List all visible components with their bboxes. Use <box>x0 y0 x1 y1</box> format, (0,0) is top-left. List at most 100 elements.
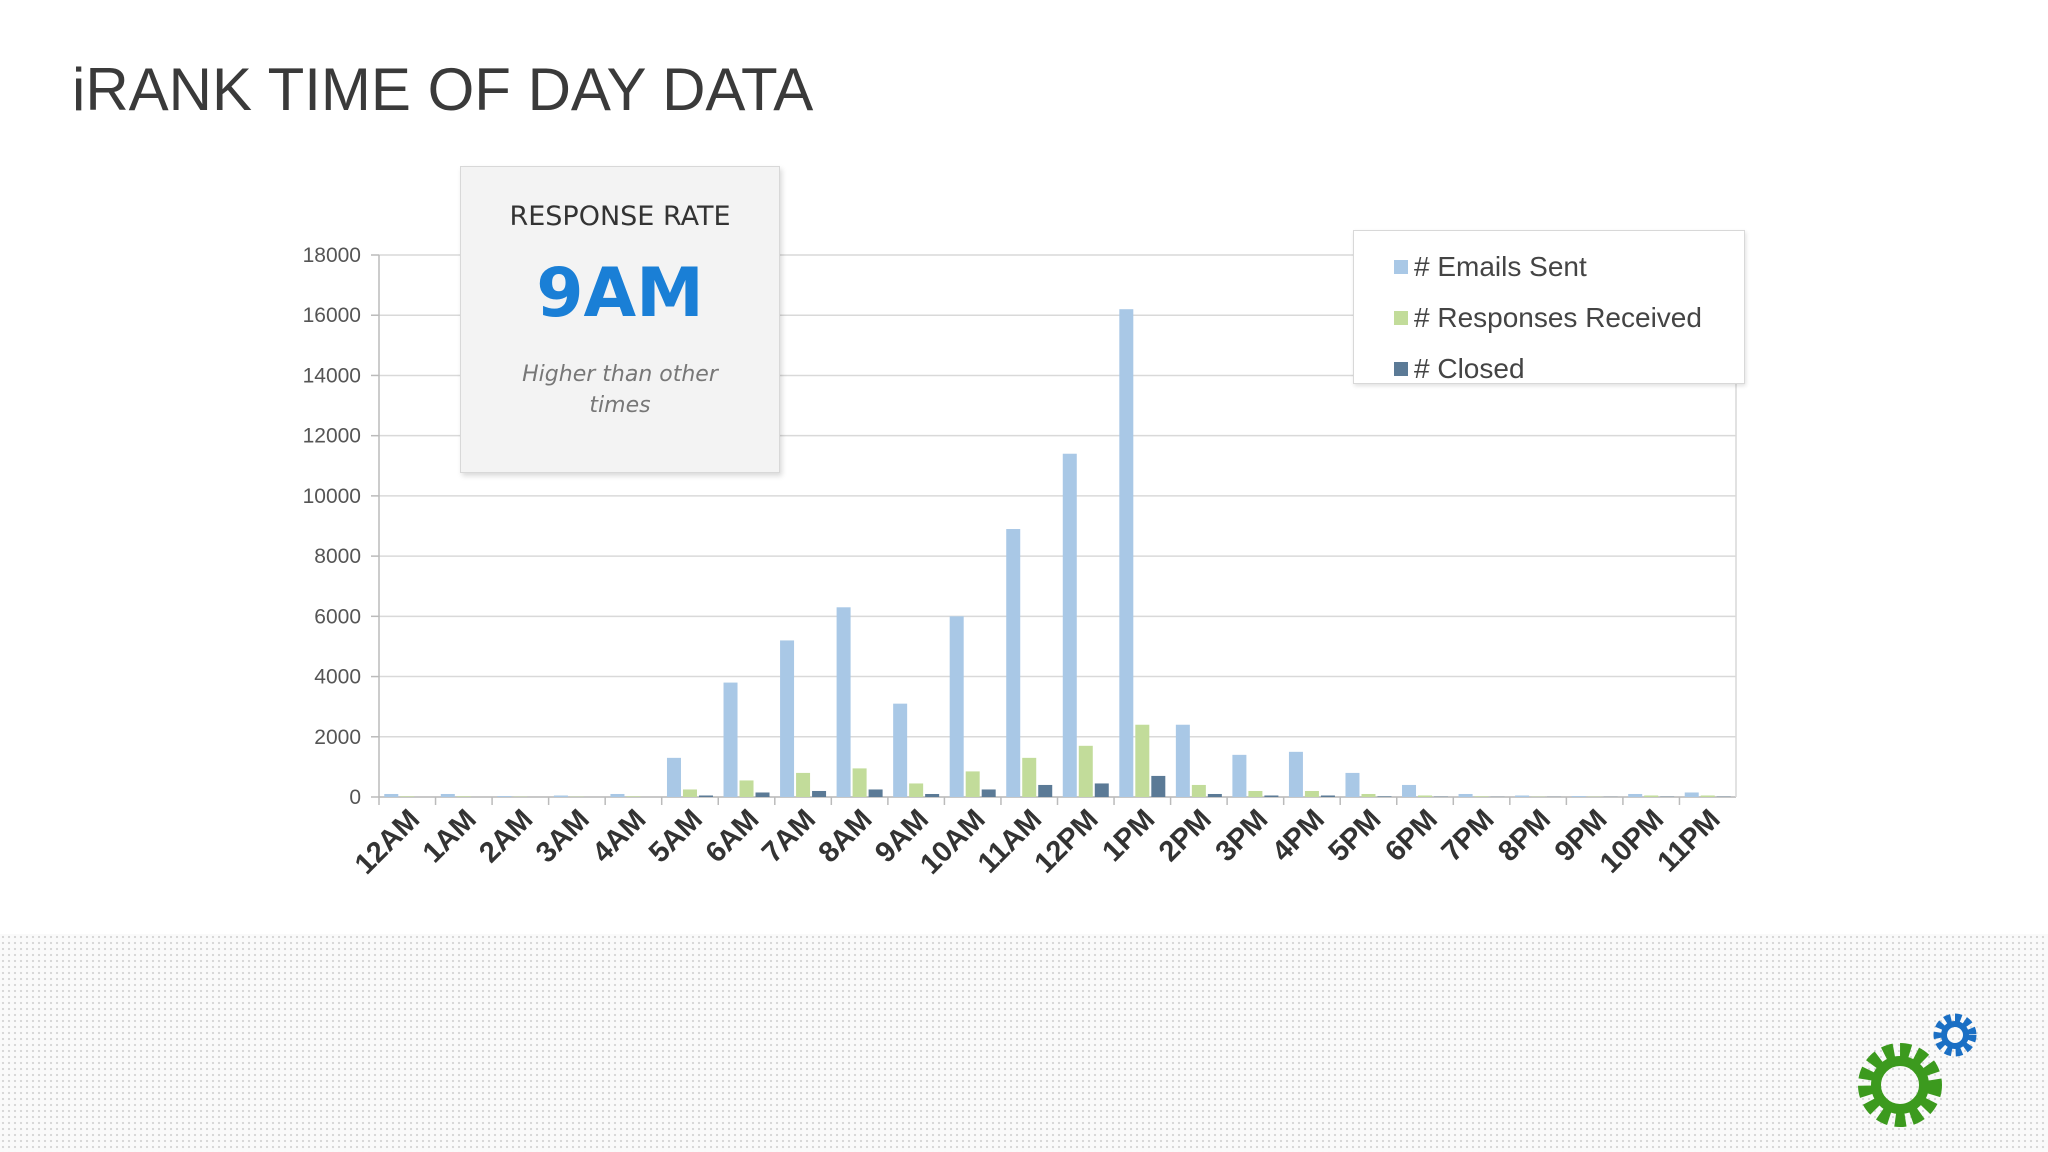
bar <box>1474 796 1489 797</box>
bar <box>893 703 908 797</box>
bar <box>812 790 827 797</box>
x-tick-label: 5AM <box>643 803 709 869</box>
bar <box>1458 793 1473 797</box>
bar <box>1402 784 1417 797</box>
x-tick-label: 12AM <box>349 803 426 880</box>
bar <box>965 771 980 797</box>
y-tick-label: 4000 <box>314 666 361 689</box>
x-tick-label: 11AM <box>972 803 1048 879</box>
bar <box>1022 757 1037 797</box>
bar <box>1078 745 1093 797</box>
bar <box>1232 754 1247 797</box>
bar <box>1320 795 1335 797</box>
bar <box>1684 792 1699 797</box>
logo <box>1858 1013 1977 1127</box>
legend-entry: # Emails Sent <box>1354 241 1744 292</box>
y-tick-label: 6000 <box>314 605 361 628</box>
legend-label: # Emails Sent <box>1414 250 1587 282</box>
bar <box>852 768 867 797</box>
y-tick-label: 2000 <box>314 726 361 749</box>
bar <box>1418 795 1433 797</box>
bar <box>739 780 754 797</box>
bar <box>780 640 795 797</box>
bar <box>610 793 625 797</box>
bar <box>723 682 738 797</box>
bar <box>1628 793 1643 797</box>
legend-label: # Closed <box>1414 352 1525 384</box>
bar <box>1094 783 1109 797</box>
bar <box>1207 793 1222 797</box>
bar <box>626 796 641 797</box>
legend-swatch <box>1394 361 1408 376</box>
bar <box>868 789 883 797</box>
bar <box>981 789 996 797</box>
bar <box>1571 796 1586 797</box>
x-tick-label: 4AM <box>586 803 652 869</box>
bar <box>796 772 811 797</box>
bar <box>1135 724 1150 797</box>
bar <box>497 796 512 797</box>
y-tick-label: 18000 <box>303 244 361 267</box>
x-tick-label: 10AM <box>914 803 991 880</box>
legend-entry: # Closed <box>1354 343 1744 394</box>
callout: RESPONSE RATE 9AM Higher than other time… <box>460 166 780 473</box>
x-tick-label: 2PM <box>1153 803 1218 868</box>
x-tick-label: 3PM <box>1210 803 1275 868</box>
bar <box>755 792 770 797</box>
bar <box>909 783 924 797</box>
x-tick-label: 1PM <box>1096 803 1161 868</box>
bar <box>400 796 415 797</box>
dotted-footer <box>0 934 2048 1152</box>
x-tick-label: 4PM <box>1266 803 1331 868</box>
y-tick-label: 10000 <box>303 485 361 508</box>
x-tick-label: 6AM <box>700 803 766 869</box>
x-tick-label: 5PM <box>1323 803 1388 868</box>
callout-heading: RESPONSE RATE <box>509 201 731 232</box>
y-tick-label: 16000 <box>303 304 361 327</box>
bar <box>1361 793 1376 797</box>
bar <box>553 795 568 797</box>
bar <box>1700 795 1715 797</box>
x-tick-label: 8PM <box>1492 803 1557 868</box>
x-tick-label: 10PM <box>1594 803 1670 879</box>
y-tick-label: 14000 <box>303 364 361 387</box>
legend-swatch <box>1394 310 1408 325</box>
bar <box>1038 784 1053 797</box>
bar <box>1264 795 1279 797</box>
x-tick-label: 8AM <box>813 803 879 869</box>
y-tick-label: 0 <box>349 786 361 809</box>
y-tick-label: 8000 <box>314 545 361 568</box>
x-tick-label: 2AM <box>473 803 539 869</box>
x-tick-label: 1AM <box>417 803 483 869</box>
bar <box>1644 795 1659 797</box>
bar <box>1151 775 1166 797</box>
bar <box>1288 751 1303 797</box>
bar <box>1515 795 1530 797</box>
callout-value: 9AM <box>536 254 704 333</box>
bar <box>1119 309 1134 797</box>
x-tick-label: 7AM <box>756 803 822 869</box>
bar <box>456 796 471 797</box>
x-tick-label: 11PM <box>1652 803 1727 878</box>
bar <box>1062 453 1077 797</box>
bar <box>384 793 399 797</box>
bar <box>1304 790 1319 797</box>
bar <box>836 607 851 797</box>
bar <box>1377 796 1392 797</box>
legend-label: # Responses Received <box>1414 301 1702 333</box>
x-tick-label: 12PM <box>1029 803 1105 879</box>
legend-swatch <box>1394 259 1408 274</box>
x-tick-label: 7PM <box>1436 803 1501 868</box>
legend-entry: # Responses Received <box>1354 292 1744 343</box>
x-tick-label: 6PM <box>1379 803 1444 868</box>
bar <box>440 793 455 797</box>
bar <box>1175 724 1190 797</box>
callout-note: Higher than other times <box>522 362 718 418</box>
x-tick-label: 3AM <box>530 803 596 869</box>
bar <box>1345 772 1360 797</box>
bar <box>1248 790 1263 797</box>
slide-title: iRANK TIME OF DAY DATA <box>72 56 814 123</box>
bar <box>682 789 697 797</box>
